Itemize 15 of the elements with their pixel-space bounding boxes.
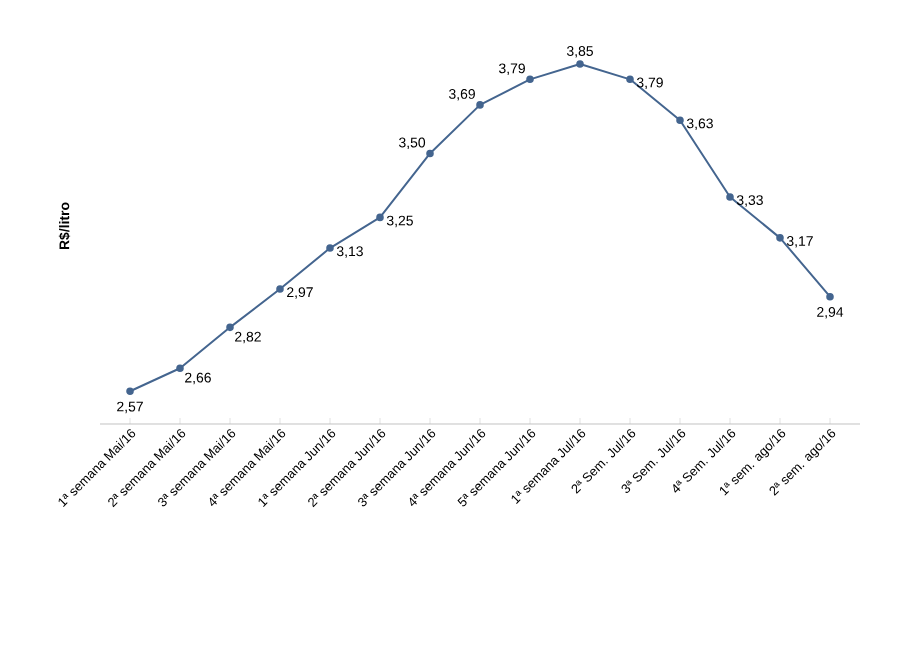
point [676,116,684,125]
point [226,323,234,332]
point [326,244,334,252]
point [126,387,134,396]
point [376,213,384,222]
point [176,364,184,373]
point [426,149,434,158]
point [626,75,634,84]
point [826,292,834,301]
point [476,101,484,109]
point [526,75,534,84]
point [726,193,734,201]
point [276,285,284,293]
point [576,60,584,68]
point [776,234,784,242]
